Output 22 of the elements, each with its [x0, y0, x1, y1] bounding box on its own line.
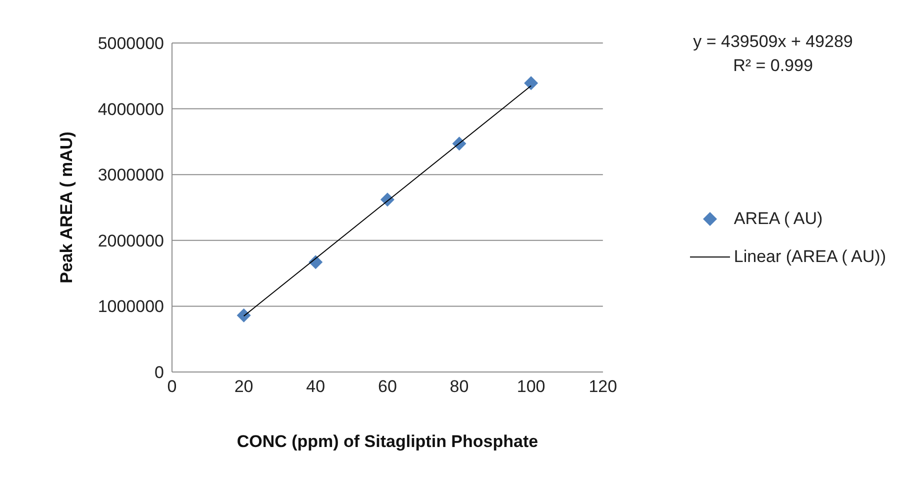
x-axis-title: CONC (ppm) of Sitagliptin Phosphate	[236, 432, 538, 451]
y-tick-label: 3000000	[98, 166, 164, 185]
x-tick-label: 80	[450, 377, 469, 396]
point	[308, 255, 323, 270]
x-tick-label: 40	[306, 377, 326, 396]
point	[524, 76, 538, 90]
text: y = 439509x + 49289	[692, 31, 854, 53]
x-tick-label: 20	[234, 377, 254, 396]
x-tick-label: 100	[516, 377, 546, 396]
x-tick-label: 120	[588, 377, 618, 396]
text: R² = 0.999	[732, 55, 814, 77]
y-tick-label: 2000000	[98, 231, 164, 250]
y-tick-label: 1000000	[98, 297, 164, 316]
x-tick-label: 60	[378, 377, 397, 396]
y-tick-label: 4000000	[98, 100, 164, 119]
y-axis-title: Peak AREA ( mAU)	[57, 132, 76, 284]
y-tick-label: 5000000	[98, 34, 164, 54]
y-tick-label: 0	[154, 363, 164, 382]
point	[236, 308, 251, 322]
x-tick-label: 0	[167, 377, 177, 396]
legend-label: AREA ( AU)	[734, 208, 823, 228]
legend-label: Linear (AREA ( AU))	[734, 246, 886, 266]
